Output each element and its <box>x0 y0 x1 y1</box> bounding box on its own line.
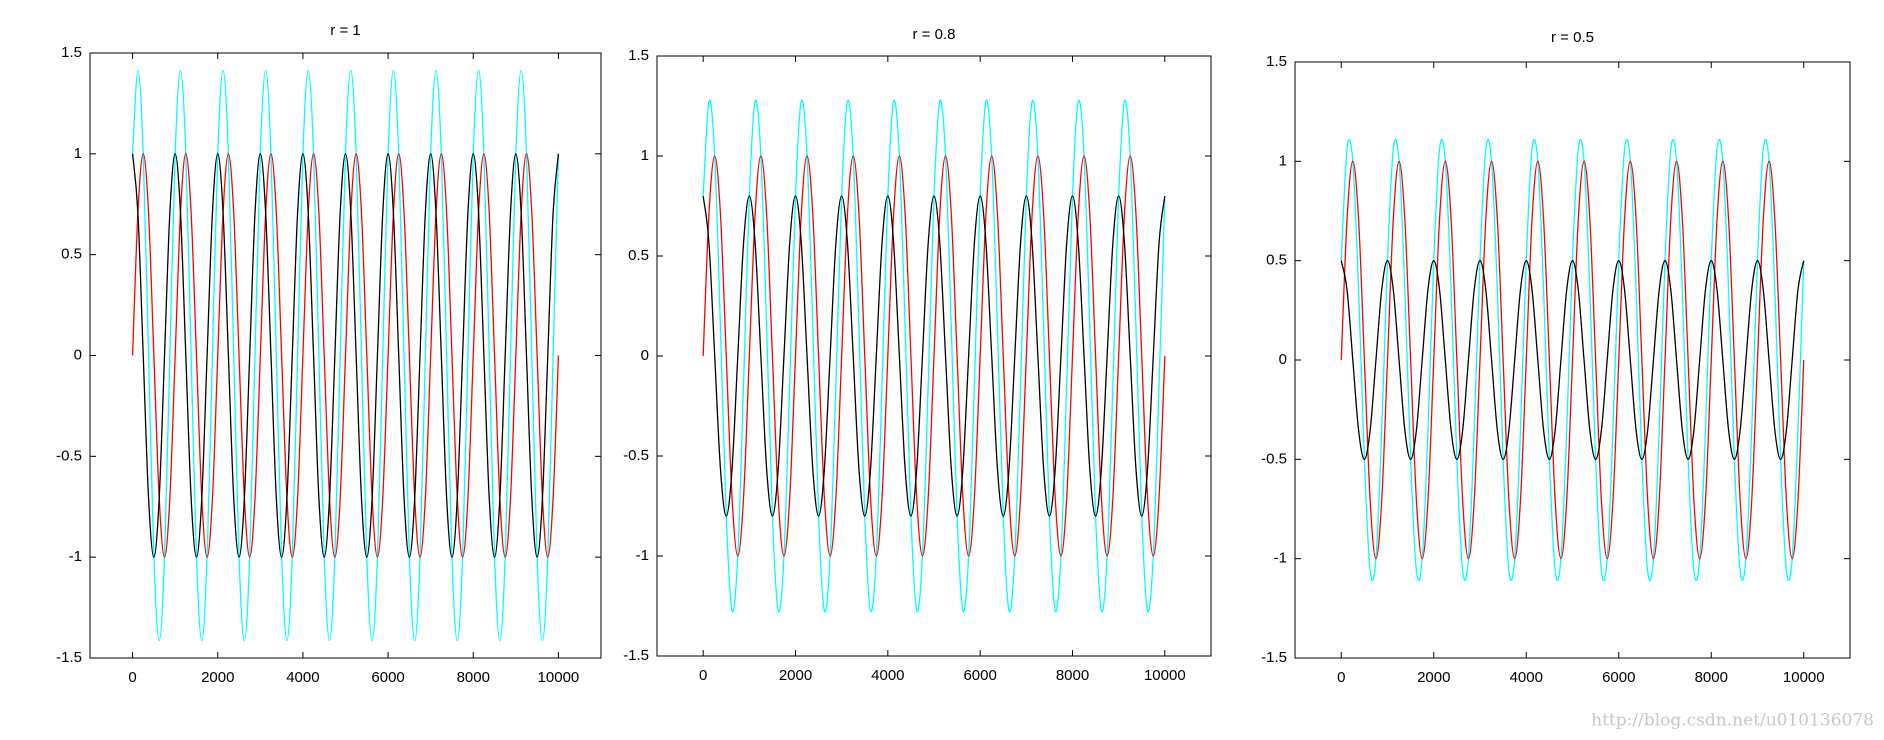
y-tick-label: 1 <box>1279 152 1287 169</box>
y-tick-label: 0.5 <box>61 246 82 263</box>
y-tick-label: 0.5 <box>628 247 649 264</box>
x-tick-label: 10000 <box>1144 667 1186 684</box>
data-line <box>702 155 1166 557</box>
data-line <box>1340 160 1805 560</box>
y-tick-label: -1.5 <box>56 649 82 666</box>
data-line <box>702 195 1166 517</box>
y-tick-label: -1 <box>636 547 649 564</box>
chart-title: r = 1 <box>330 22 360 39</box>
y-tick-label: -0.5 <box>1261 450 1287 467</box>
x-tick-label: 10000 <box>538 669 580 686</box>
y-tick-label: -1.5 <box>1261 649 1287 666</box>
axes-box <box>89 52 602 659</box>
y-tick-label: -0.5 <box>623 447 649 464</box>
chart-title: r = 0.8 <box>913 26 956 43</box>
x-tick-label: 2000 <box>1417 669 1450 686</box>
y-tick-label: 0.5 <box>1266 252 1287 269</box>
x-tick-label: 4000 <box>871 667 904 684</box>
x-tick-label: 0 <box>1337 669 1345 686</box>
data-line <box>131 153 560 558</box>
x-tick-label: 2000 <box>201 669 234 686</box>
x-tick-label: 4000 <box>286 669 319 686</box>
y-tick-label: 0 <box>1279 351 1287 368</box>
y-tick-label: -1 <box>1274 550 1287 567</box>
x-tick-label: 6000 <box>371 669 404 686</box>
watermark: http://blog.csdn.net/u010136078 <box>1591 711 1874 731</box>
x-tick-label: 2000 <box>779 667 812 684</box>
x-tick-label: 10000 <box>1783 669 1825 686</box>
y-tick-label: 1.5 <box>1266 53 1287 70</box>
y-tick-label: 0 <box>74 346 82 363</box>
y-tick-label: 1.5 <box>628 47 649 64</box>
y-tick-label: 1.5 <box>61 44 82 61</box>
x-tick-label: 8000 <box>457 669 490 686</box>
x-tick-label: 6000 <box>963 667 996 684</box>
y-tick-label: -1.5 <box>623 647 649 664</box>
y-tick-label: 1 <box>641 147 649 164</box>
y-tick-label: 1 <box>74 145 82 162</box>
x-tick-label: 6000 <box>1602 669 1635 686</box>
x-tick-label: 8000 <box>1056 667 1089 684</box>
x-tick-label: 8000 <box>1695 669 1728 686</box>
y-tick-label: 0 <box>641 347 649 364</box>
chart-title: r = 0.5 <box>1551 29 1594 46</box>
x-tick-label: 0 <box>699 667 707 684</box>
data-line <box>1340 260 1805 460</box>
y-tick-label: -0.5 <box>56 447 82 464</box>
x-tick-label: 4000 <box>1510 669 1543 686</box>
data-line <box>131 153 560 558</box>
axes-box <box>656 55 1212 657</box>
x-tick-label: 0 <box>128 669 136 686</box>
axes-box <box>1294 61 1851 659</box>
y-tick-label: -1 <box>69 548 82 565</box>
